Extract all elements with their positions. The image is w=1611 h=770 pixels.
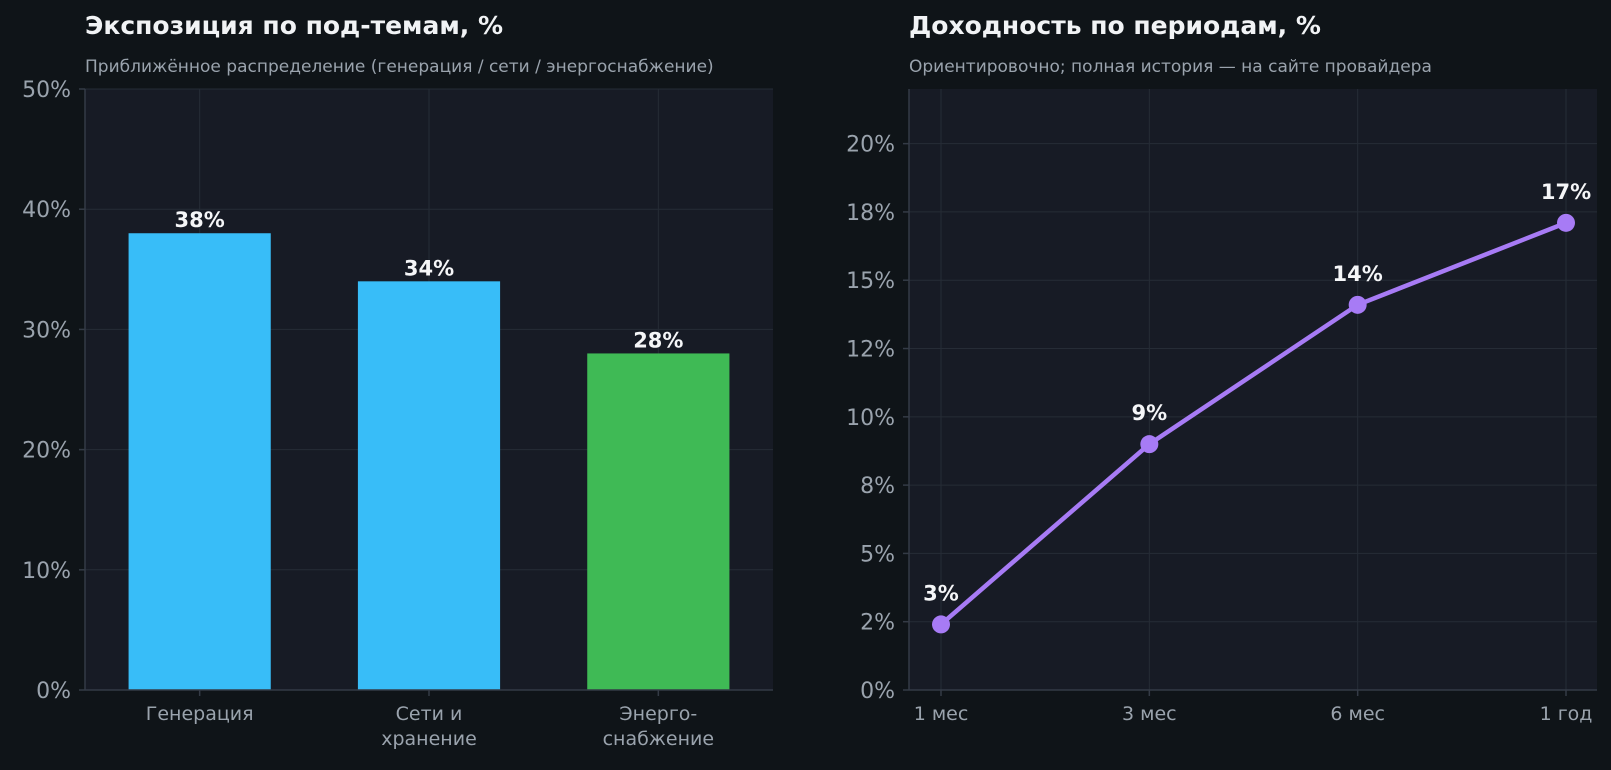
line-ytick-label: 0% [860,679,895,704]
series-line [938,220,1569,627]
bar-ytick-label: 30% [22,318,71,343]
line-axes: 0% 2% 5% 8% 10% 12% 15% 18% 20% 1 мес 3 мес 6 мес 1 … [846,89,1597,725]
line-xtick-label: 3 мес [1122,703,1177,725]
bar [128,233,271,691]
bar-data-label: 28% [633,328,683,352]
bar-chart-title: Экспозиция по под-темам, % [85,11,503,40]
bar-chart-subtitle: Приближённое распределение (генерация / … [85,57,714,77]
line-data-label: 3% [923,581,959,605]
bar-chart: Экспозиция по под-темам, % Приближённое … [22,11,773,750]
line-data-label: 9% [1132,401,1168,425]
bar-marks: 38% 34% 28% [128,208,730,691]
line-point [1140,435,1159,454]
bar-xtick-label: Сети и хранение [381,703,477,750]
bar [357,281,501,690]
line-xtick-label: 1 год [1540,703,1593,725]
bar-xtick-label: Энерго-снабжение [603,703,715,750]
bar-ytick-label: 40% [22,198,71,223]
bar-data-label: 38% [175,208,225,232]
line-ytick-label: 18% [846,201,895,226]
line-chart: Доходность по периодам, % Ориентировочно… [846,11,1597,725]
line-chart-title: Доходность по периодам, % [909,11,1321,40]
bar-ytick-label: 10% [22,559,71,584]
line-point [1348,295,1367,314]
line-data-label: 17% [1541,180,1591,204]
line-ytick-label: 2% [860,611,895,636]
line-ytick-label: 12% [846,338,895,363]
line-xtick-label: 1 мес [914,703,969,725]
bar-xtick-label: Генерация [146,703,254,725]
line-ytick-label: 8% [860,474,895,499]
line-xtick-label: 6 мес [1330,703,1385,725]
bar-ytick-label: 20% [22,439,71,464]
bar-ytick-label: 50% [22,78,71,103]
bar-data-label: 34% [404,256,454,280]
line-marks: 3% 9% 14% 17% [923,180,1591,634]
line-point [1557,213,1575,232]
line-point [932,615,950,634]
bar [587,353,730,690]
line-ytick-label: 5% [860,542,895,567]
bar-ytick-label: 0% [36,679,71,704]
line-ytick-label: 15% [846,269,895,294]
bar-axes: 0% 10% 20% 30% 40% 50% Генерация Сети и хранение… [22,78,773,750]
line-plot-area [909,89,1597,690]
line-data-label: 14% [1333,262,1383,286]
line-ytick-label: 10% [846,406,895,431]
line-chart-subtitle: Ориентировочно; полная история — на сайт… [909,57,1432,77]
line-ytick-label: 20% [846,133,895,158]
